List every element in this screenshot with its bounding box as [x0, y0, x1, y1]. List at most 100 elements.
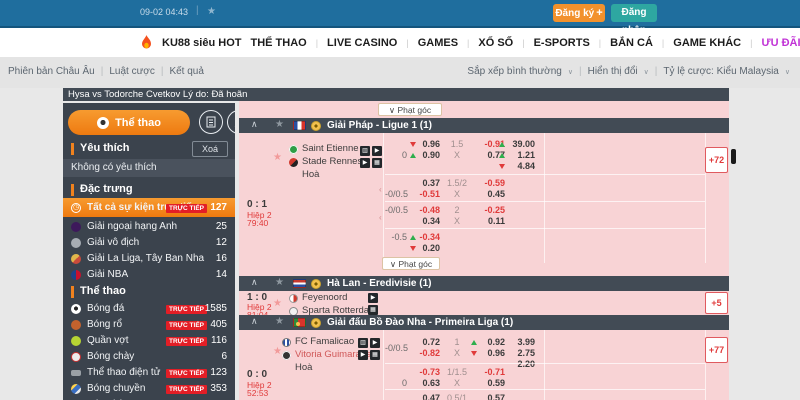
sidebar-item-championship[interactable]: Giải vô địch 12	[63, 235, 235, 251]
odds-row[interactable]: 0.34 X 0.11	[385, 216, 705, 227]
nav-game-khac[interactable]: GAME KHÁC	[673, 36, 742, 49]
nav-esports[interactable]: E-SPORTS	[533, 36, 590, 49]
odds-row[interactable]: 0.72 1 0.92 3.99	[385, 337, 705, 348]
odds-row[interactable]: 4.84	[385, 161, 705, 172]
odd-home[interactable]: 0.72	[422, 337, 440, 347]
odd-away[interactable]: 0.11	[487, 216, 505, 226]
sidebar-item-football[interactable]: Bóng đá TRỰC TIẾP 1585	[63, 301, 235, 317]
scrollbar-thumb[interactable]	[731, 149, 736, 164]
betslip-button[interactable]	[199, 110, 223, 134]
sidebar-item-all-live[interactable]: ◷ Tất cả sự kiện trực tiếp TRỰC TIẾP 127	[63, 198, 235, 217]
odd-1x2-away[interactable]: 4.84	[517, 161, 535, 171]
favorite-star-icon[interactable]: ★	[273, 346, 282, 357]
odds-row[interactable]: 0 0.63 X 0.59	[385, 378, 705, 389]
link-phien-ban-chau-au[interactable]: Phiên bản Châu Âu	[8, 66, 95, 77]
link-ket-qua[interactable]: Kết quả	[169, 66, 204, 77]
odd-1x2-draw[interactable]: 2.75	[517, 348, 535, 358]
odd-away[interactable]: 0.77	[487, 150, 505, 160]
sidebar-item-basketball[interactable]: Bóng rổ TRỰC TIẾP 405	[63, 317, 235, 333]
odds-row[interactable]: -0/0.5 -0.51 X 0.45	[385, 189, 705, 200]
sidebar-item-premier-league[interactable]: Giải ngoại hạng Anh 25	[63, 219, 235, 235]
league-header-ligue1[interactable]: ∧ ★ Giải Pháp - Ligue 1 (1)	[239, 118, 729, 133]
odd-home[interactable]: -0.82	[419, 348, 440, 358]
collapse-icon[interactable]: ∧	[251, 277, 258, 287]
odds-row[interactable]: 0.96 1.5 -0.91 39.00	[385, 139, 705, 150]
nav-ban-ca[interactable]: BẮN CÁ	[610, 36, 653, 49]
corner-market-toggle-bottom[interactable]: ∨ Phạt góc	[382, 257, 440, 270]
odd-away[interactable]: 0.45	[487, 189, 505, 199]
odds-row[interactable]: -0.5 -0.34	[385, 232, 705, 243]
sidebar-item-baseball[interactable]: Bóng chày 6	[63, 349, 235, 365]
odd-away[interactable]: 0.96	[487, 348, 505, 358]
stats-icon[interactable]: ▥	[360, 146, 370, 156]
sidebar-item-la-liga[interactable]: Giải La Liga, Tây Ban Nha 16	[63, 251, 235, 267]
nav-xo-so[interactable]: XỔ SỐ	[478, 36, 514, 49]
odd-away[interactable]: 0.92	[487, 337, 505, 347]
collapse-icon[interactable]: ∧	[251, 119, 258, 129]
odd-away[interactable]: -0.25	[484, 205, 505, 215]
odds-row[interactable]: 2.20	[385, 359, 705, 370]
favorite-star-icon[interactable]: ★	[273, 298, 282, 309]
league-header-primeira[interactable]: ∧ ★ Giải đấu Bồ Đào Nha - Primeira Liga …	[239, 315, 729, 330]
clear-favorites-button[interactable]: Xoá	[192, 141, 228, 157]
odds-row[interactable]: -0.73 1/1.5 -0.71	[385, 367, 705, 378]
login-button[interactable]: Đăng nhập	[611, 4, 657, 36]
odd-away[interactable]: -0.71	[484, 367, 505, 377]
odds-type-dropdown[interactable]: Tỷ lệ cược: Kiểu Malaysia	[663, 66, 779, 77]
collapse-icon[interactable]: ∧	[251, 316, 258, 326]
odd-away[interactable]: 0.57	[487, 393, 505, 400]
favorite-star-icon[interactable]: ★	[273, 152, 282, 163]
odd-home[interactable]: -0.48	[419, 205, 440, 215]
odd-home[interactable]: -0.34	[419, 232, 440, 242]
odd-home[interactable]: -0.73	[419, 367, 440, 377]
sidebar-item-volleyball[interactable]: Bóng chuyền TRỰC TIẾP 353	[63, 381, 235, 397]
grid-icon[interactable]: ▦	[370, 350, 380, 360]
nav-live-casino[interactable]: LIVE CASINO	[327, 36, 398, 49]
odd-home[interactable]: 0.47	[422, 393, 440, 400]
league-star-icon[interactable]: ★	[275, 316, 284, 327]
odd-away[interactable]: 0.59	[487, 378, 505, 388]
odd-1x2-home[interactable]: 3.99	[517, 337, 535, 347]
odds-row[interactable]: -0/0.5 -0.48 2 -0.25	[385, 205, 705, 216]
video-icon[interactable]: ▶	[370, 338, 380, 348]
brand-ku88[interactable]: KU88 siêu HOT	[162, 36, 242, 49]
odd-away[interactable]: -0.59	[484, 178, 505, 188]
group-expand-icon[interactable]: ‹	[379, 213, 382, 222]
sidebar-item-tennis[interactable]: Quần vợt TRỰC TIẾP 116	[63, 333, 235, 349]
odd-home[interactable]: 0.34	[422, 216, 440, 226]
grid-icon[interactable]: ▦	[372, 158, 382, 168]
odd-home[interactable]: -0.51	[419, 189, 440, 199]
odd-1x2-home[interactable]: 39.00	[512, 139, 535, 149]
video-icon[interactable]: ▶	[372, 146, 382, 156]
odd-home[interactable]: 0.37	[422, 178, 440, 188]
more-markets-button[interactable]: +5	[705, 292, 728, 314]
odd-away[interactable]: -0.91	[484, 139, 505, 149]
more-markets-button[interactable]: +72	[705, 147, 728, 173]
odd-1x2-draw[interactable]: 1.21	[517, 150, 535, 160]
odds-row[interactable]: -0.82 X 0.96 2.75	[385, 348, 705, 359]
nav-uu-dai[interactable]: ƯU ĐÃI	[761, 36, 800, 49]
sports-mode-button[interactable]: Thể thao	[68, 110, 190, 135]
odd-home[interactable]: 0.20	[422, 243, 440, 253]
odd-1x2-away[interactable]: 2.20	[517, 359, 535, 369]
league-header-eredivisie[interactable]: ∧ ★ Hà Lan - Eredivisie (1)	[239, 276, 729, 291]
play-icon[interactable]: ▶	[360, 158, 370, 168]
corner-market-toggle-top[interactable]: ∨ Phạt góc	[378, 103, 442, 116]
odds-row[interactable]: 0 0.90 X 0.77 1.21	[385, 150, 705, 161]
odd-home[interactable]: 0.96	[422, 139, 440, 149]
register-button[interactable]: Đăng ký +	[553, 4, 605, 22]
more-markets-button[interactable]: +77	[705, 337, 728, 363]
nav-games[interactable]: GAMES	[417, 36, 459, 49]
sidebar-item-nba[interactable]: Giải NBA 14	[63, 267, 235, 283]
odds-row[interactable]: 0.37 1.5/2 -0.59	[385, 178, 705, 189]
nav-the-thao[interactable]: THỂ THAO	[250, 36, 307, 49]
sort-dropdown[interactable]: Sắp xếp bình thường	[467, 66, 562, 77]
sidebar-item-esports[interactable]: Thể thao điện tử TRỰC TIẾP 123	[63, 365, 235, 381]
odds-row[interactable]: 0.47 0.5/1 0.57	[385, 393, 705, 400]
odd-home[interactable]: 0.63	[422, 378, 440, 388]
stats-icon[interactable]: ▥	[358, 338, 368, 348]
link-luat-cuoc[interactable]: Luật cược	[109, 66, 155, 77]
account-button[interactable]	[227, 110, 235, 134]
grid-icon[interactable]: ▦	[368, 305, 378, 315]
league-star-icon[interactable]: ★	[275, 277, 284, 288]
